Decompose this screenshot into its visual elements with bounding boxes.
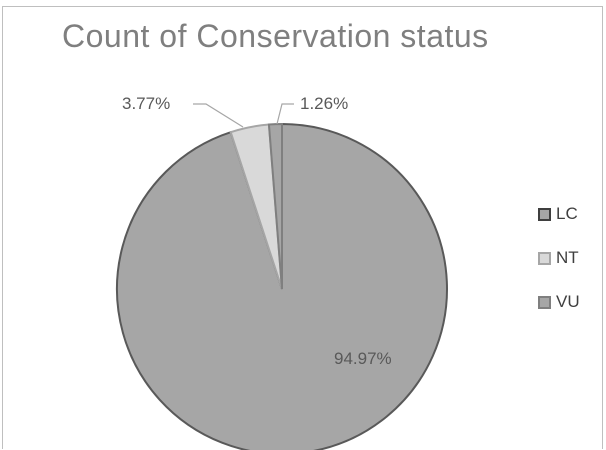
chart-frame xyxy=(2,6,603,449)
legend-swatch-nt xyxy=(538,251,551,265)
leader-line-vu xyxy=(276,103,294,125)
legend-swatch-vu xyxy=(538,295,551,309)
chart-title: Count of Conservation status xyxy=(62,18,489,54)
legend-item-nt: NT xyxy=(538,244,580,272)
legend-label-lc: LC xyxy=(556,204,578,223)
legend-item-lc: LC xyxy=(538,200,580,228)
legend: LC NT VU xyxy=(538,200,580,332)
legend-label-vu: VU xyxy=(556,292,580,311)
data-label-nt: 3.77% xyxy=(122,94,170,113)
leader-line-nt xyxy=(193,103,244,128)
data-label-vu: 1.26% xyxy=(300,94,348,113)
legend-swatch-lc xyxy=(538,207,551,221)
legend-item-vu: VU xyxy=(538,288,580,316)
legend-label-nt: NT xyxy=(556,248,579,267)
pie-slice-vu xyxy=(267,122,283,290)
data-label-lc: 94.97% xyxy=(334,349,392,368)
